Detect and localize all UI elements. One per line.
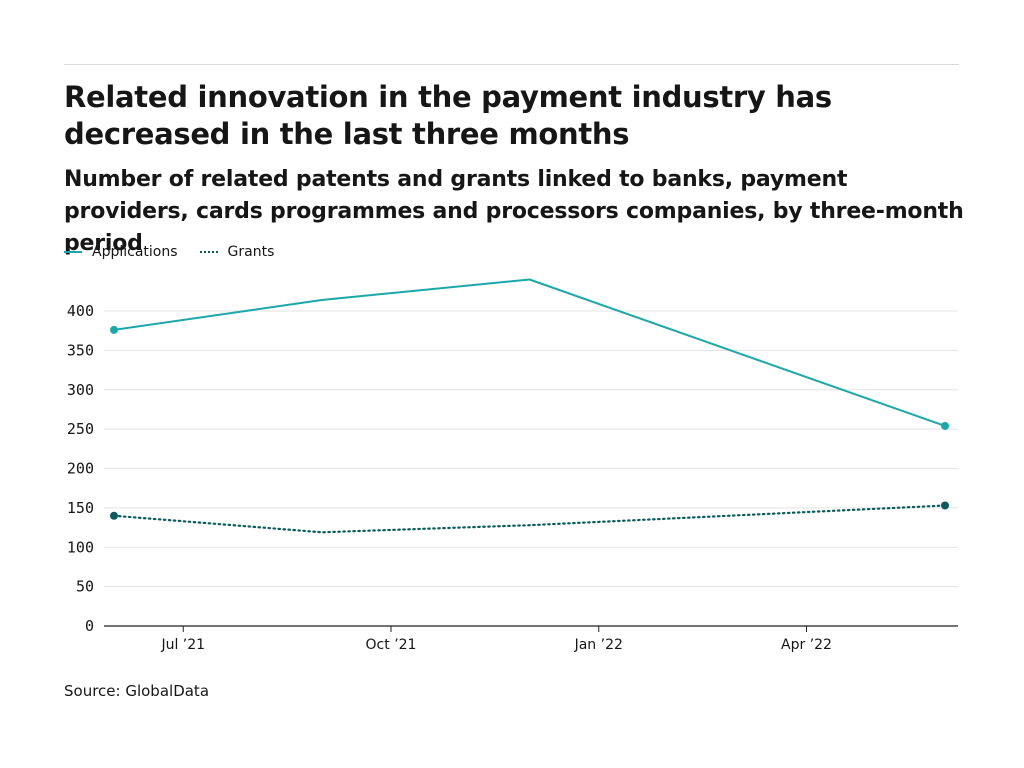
data-point-grants-3 xyxy=(941,501,949,510)
y-tick-label-200: 200 xyxy=(67,460,94,478)
x-tick-label-0: Jul ’21 xyxy=(160,637,205,653)
y-tick-label-300: 300 xyxy=(67,381,94,399)
y-tick-label-150: 150 xyxy=(67,499,94,517)
data-point-applications-3 xyxy=(941,421,949,430)
legend-item-applications: Applications xyxy=(64,244,178,260)
legend-swatch-applications xyxy=(64,251,82,253)
series-line-grants xyxy=(112,504,947,534)
top-divider xyxy=(64,64,959,65)
legend-swatch-grants xyxy=(199,251,218,253)
y-tick-label-350: 350 xyxy=(67,341,94,359)
source-note: Source: GlobalData xyxy=(64,682,210,700)
x-tick-label-1: Oct ’21 xyxy=(366,637,417,653)
legend-item-grants: Grants xyxy=(199,244,275,260)
x-tick-label-2: Jan ’22 xyxy=(574,637,623,653)
y-tick-label-250: 250 xyxy=(67,420,94,438)
data-point-applications-0 xyxy=(110,325,118,334)
y-tick-label-400: 400 xyxy=(67,302,94,320)
chart-title: Related innovation in the payment indust… xyxy=(64,80,832,151)
legend-label-applications: Applications xyxy=(92,244,178,260)
chart-subtitle: Number of related patents and grants lin… xyxy=(64,167,964,256)
data-point-grants-0 xyxy=(110,511,118,520)
y-tick-label-100: 100 xyxy=(67,538,94,556)
y-tick-label-0: 0 xyxy=(85,617,94,635)
x-tick-label-3: Apr ’22 xyxy=(781,637,832,653)
series-line-applications xyxy=(113,278,946,427)
legend: Applications Grants xyxy=(64,243,296,261)
legend-label-grants: Grants xyxy=(227,244,275,260)
y-tick-label-50: 50 xyxy=(76,578,94,596)
